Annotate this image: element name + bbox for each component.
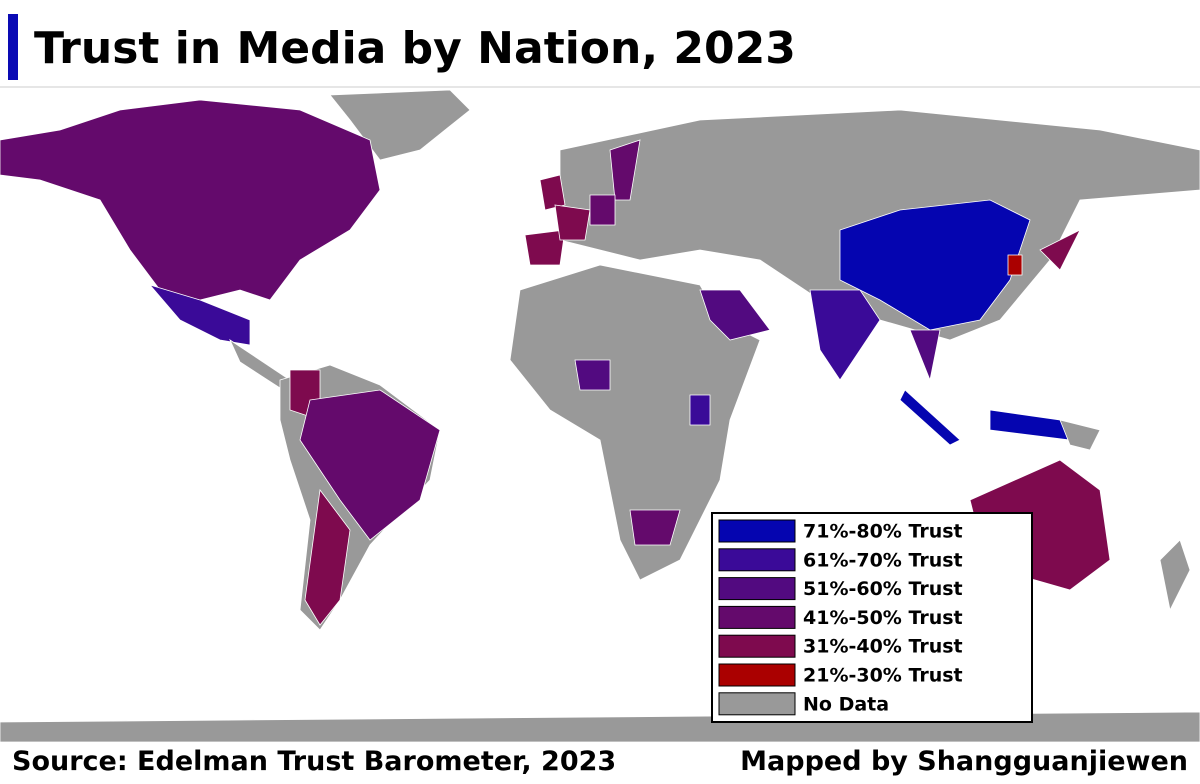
country-region — [299, 389, 441, 541]
legend: 71%-80% Trust 61%-70% Trust 51%-60% Trust 4… — [718, 519, 963, 716]
legend-label: 71%-80% Trust — [803, 521, 963, 543]
country-region — [574, 359, 611, 391]
country-region — [554, 204, 591, 241]
legend-label: No Data — [803, 693, 889, 715]
legend-label: 51%-60% Trust — [803, 578, 963, 600]
country-region — [699, 289, 771, 341]
country-region — [839, 199, 1031, 331]
legend-swatch — [718, 577, 796, 601]
world-map — [0, 89, 1200, 743]
legend-label: 31%-40% Trust — [803, 636, 963, 658]
country-region — [148, 284, 251, 346]
country-region — [329, 89, 471, 161]
country-region — [609, 139, 641, 201]
legend-label: 21%-30% Trust — [803, 665, 963, 687]
country-region — [0, 99, 381, 301]
legend-swatch — [718, 519, 796, 543]
source: Source: Edelman Trust Barometer, 2023 — [12, 746, 616, 777]
country-region — [809, 289, 881, 381]
credit: Mapped by Shangguanjiewen — [740, 746, 1188, 777]
legend-swatch — [718, 605, 796, 629]
country-region — [524, 229, 566, 266]
legend-swatch — [718, 548, 796, 572]
title: Trust in Media by Nation, 2023 — [34, 23, 796, 74]
country-region — [1159, 539, 1191, 612]
country-region — [989, 409, 1071, 441]
country-region — [304, 488, 351, 626]
country-region — [689, 394, 711, 426]
legend-swatch — [718, 663, 796, 687]
country-region — [539, 174, 566, 211]
country-region — [1059, 419, 1101, 451]
legend-label: 41%-50% Trust — [803, 607, 963, 629]
country-region — [629, 509, 681, 546]
title-accent — [8, 14, 18, 80]
legend-swatch — [718, 692, 796, 716]
legend-swatch — [718, 634, 796, 658]
legend-label: 61%-70% Trust — [803, 549, 963, 571]
country-region — [909, 329, 941, 382]
country-region — [1039, 229, 1081, 271]
country-region — [1007, 254, 1023, 276]
country-region — [589, 194, 616, 226]
country-region — [899, 389, 961, 446]
